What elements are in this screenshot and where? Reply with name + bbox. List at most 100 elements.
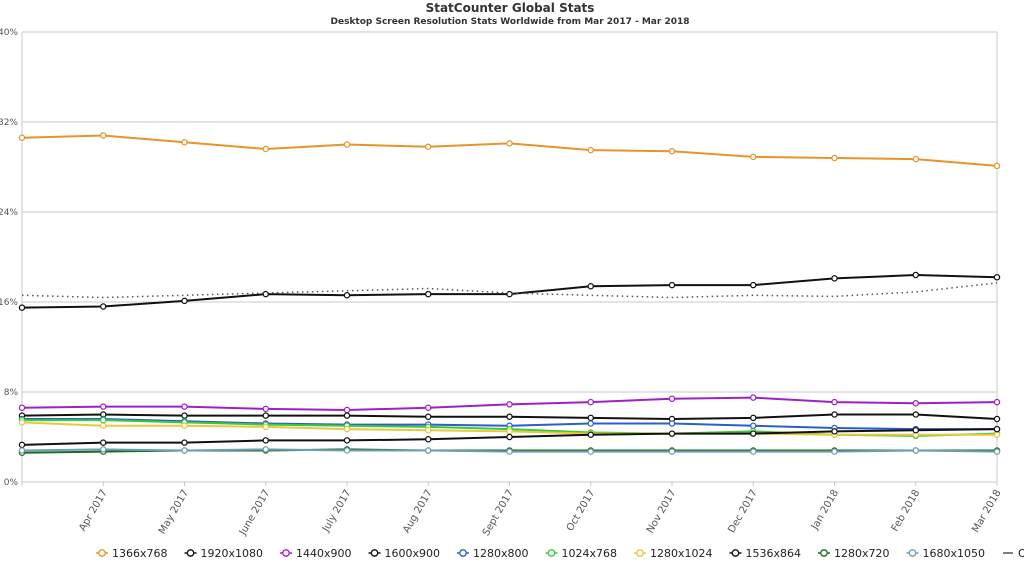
- x-tick-label: July 2017: [320, 488, 353, 535]
- legend-label: Other (dotted): [1018, 547, 1024, 560]
- data-point: [18, 404, 26, 411]
- data-point: [424, 143, 432, 150]
- legend-label: 1920x1080: [201, 547, 264, 560]
- series-lines: [18, 132, 1001, 456]
- data-point: [506, 448, 513, 455]
- data-point: [506, 428, 513, 435]
- legend-swatch: [370, 549, 379, 557]
- legend: 1366x768 1920x1080 1440x900 1600x900 1280x80…: [96, 547, 1024, 560]
- data-point: [587, 414, 595, 422]
- data-point: [993, 398, 1001, 406]
- data-point: [587, 146, 595, 154]
- data-point: [993, 431, 1001, 438]
- data-point: [750, 281, 757, 289]
- y-tick-label: 24%: [0, 208, 18, 218]
- data-point: [668, 430, 676, 437]
- series-1440x900: [18, 394, 1001, 414]
- data-point: [993, 425, 1001, 433]
- x-tick-label: May 2017: [157, 488, 191, 536]
- legend-swatch: [547, 549, 556, 557]
- legend-label: 1280x1024: [650, 547, 713, 560]
- data-point: [262, 145, 269, 153]
- data-point: [587, 448, 595, 455]
- data-point: [424, 413, 432, 420]
- x-tick-label: Jan 2018: [809, 488, 841, 533]
- data-point: [343, 141, 351, 148]
- data-point: [100, 132, 107, 139]
- data-point: [993, 415, 1001, 423]
- legend-item: 1024x768: [545, 547, 618, 560]
- series-1920x1080: [18, 271, 1001, 311]
- data-point: [100, 439, 107, 446]
- data-point: [506, 433, 513, 441]
- legend-swatch: [636, 549, 644, 557]
- legend-item: 1280x720: [818, 547, 890, 560]
- data-point: [181, 297, 188, 305]
- series-1680x1050: [18, 446, 1001, 455]
- legend-label: 1366x768: [112, 547, 168, 560]
- legend-label: 1280x800: [473, 547, 529, 560]
- data-point: [750, 422, 757, 429]
- legend-label: 1280x720: [834, 547, 890, 560]
- y-tick-label: 40%: [0, 28, 18, 38]
- data-point: [181, 138, 188, 146]
- data-point: [750, 414, 757, 422]
- data-point: [343, 447, 351, 454]
- legend-label: 1600x900: [385, 547, 441, 560]
- x-axis: Apr 2017 May 2017 June 2017 July 2017 Aug 20…: [21, 482, 1004, 538]
- data-point: [181, 439, 188, 446]
- data-point: [668, 420, 676, 427]
- legend-swatch: [459, 549, 467, 557]
- legend-label: 1024x768: [562, 547, 618, 560]
- data-point: [831, 154, 838, 162]
- data-point: [100, 446, 107, 453]
- data-point: [100, 422, 107, 429]
- data-point: [18, 441, 26, 449]
- data-point: [587, 431, 595, 438]
- data-point: [587, 420, 595, 427]
- data-point: [343, 406, 351, 414]
- data-point: [181, 422, 188, 429]
- y-axis: 0% 8% 16% 24% 32% 40%: [0, 28, 18, 488]
- legend-item: 1680x1050: [906, 547, 985, 560]
- data-point: [262, 412, 269, 419]
- x-tick-label: Feb 2018: [890, 488, 923, 534]
- data-point: [18, 134, 26, 141]
- data-point: [912, 399, 920, 407]
- data-point: [343, 412, 351, 419]
- data-point: [912, 447, 920, 454]
- data-point: [668, 448, 676, 455]
- chart-title: StatCounter Global Stats: [426, 1, 595, 15]
- data-point: [181, 447, 188, 454]
- legend-item: 1920x1080: [184, 547, 264, 560]
- data-point: [668, 395, 676, 402]
- data-point: [750, 394, 757, 401]
- legend-label: 1536x864: [746, 547, 802, 560]
- data-point: [668, 281, 676, 289]
- data-point: [343, 291, 351, 299]
- legend-item: 1536x864: [729, 547, 802, 560]
- data-point: [100, 403, 107, 410]
- x-tick-label: Sept 2017: [481, 488, 516, 538]
- legend-swatch: [186, 549, 195, 557]
- x-tick-label: Mar 2018: [970, 488, 1003, 535]
- data-point: [750, 448, 757, 455]
- chart-subtitle: Desktop Screen Resolution Stats Worldwid…: [331, 17, 690, 27]
- legend-swatch: [731, 549, 740, 557]
- data-point: [993, 273, 1001, 281]
- series-1366x768: [18, 132, 1001, 170]
- data-point: [424, 404, 432, 411]
- data-point: [424, 426, 432, 434]
- legend-item: 1600x900: [368, 547, 441, 560]
- data-point: [262, 437, 269, 444]
- data-point: [912, 411, 920, 418]
- series-1536x864: [18, 425, 1001, 449]
- legend-item: 1280x800: [457, 547, 529, 560]
- legend-item: 1440x900: [280, 547, 352, 560]
- data-point: [424, 435, 432, 443]
- x-tick-label: Oct 2017: [565, 488, 597, 533]
- legend-swatch: [282, 549, 290, 557]
- x-tick-label: June 2017: [237, 488, 272, 538]
